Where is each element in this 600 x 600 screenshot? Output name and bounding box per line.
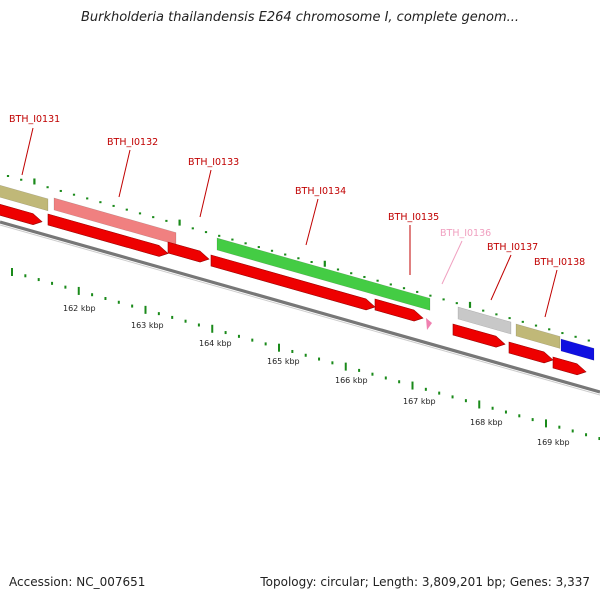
gene-leader-line — [544, 269, 558, 318]
gene-leader-line — [118, 149, 131, 198]
feature-bar — [53, 197, 177, 245]
gene-label: BTH_I0137 — [487, 242, 538, 253]
gene-label-track: BTH_I0131 BTH_I0132 BTH_I0133 BTH_I0134 BTH_… — [9, 114, 585, 318]
kbp-label: 164 kbp — [199, 339, 232, 348]
gene-leader-line — [490, 254, 512, 301]
cds-arrow — [374, 298, 424, 322]
gene-label: BTH_I0136 — [440, 228, 491, 239]
outer-tick-row — [6, 175, 590, 342]
gene-label: BTH_I0132 — [107, 137, 158, 148]
gene-leader-line — [21, 127, 34, 176]
feature-marker — [426, 318, 432, 330]
kbp-label: 162 kbp — [63, 304, 96, 313]
kbp-label: 165 kbp — [267, 357, 300, 366]
feature-bar — [0, 182, 49, 212]
gene-leader-line — [199, 169, 212, 218]
kbp-label-row: 162 kbp 163 kbp 164 kbp 165 kbp 166 kbp 167 k… — [63, 304, 570, 447]
cds-track — [0, 201, 587, 376]
cds-arrow — [210, 254, 376, 311]
cds-arrow — [167, 241, 210, 263]
kbp-label: 169 kbp — [537, 438, 570, 447]
summary-text: Topology: circular; Length: 3,809,201 bp… — [260, 575, 590, 589]
gene-label: BTH_I0133 — [188, 157, 239, 168]
feature-bar — [560, 338, 595, 361]
gene-leader-line — [441, 240, 463, 285]
feature-bar — [515, 323, 561, 349]
kbp-label: 168 kbp — [470, 418, 503, 427]
cds-arrow — [508, 341, 554, 364]
inner-tick-row — [11, 268, 600, 441]
gene-label: BTH_I0131 — [9, 114, 60, 125]
backbone — [0, 220, 600, 396]
cds-arrow — [0, 201, 43, 225]
cds-arrow — [552, 356, 587, 376]
map-title: Burkholderia thailandensis E264 chromoso… — [80, 10, 520, 25]
feature-track — [0, 182, 595, 361]
gene-label: BTH_I0134 — [295, 186, 346, 197]
feature-bar — [457, 306, 512, 335]
cds-arrow — [452, 323, 506, 348]
gene-label: BTH_I0138 — [534, 257, 585, 268]
accession-text: Accession: NC_007651 — [9, 575, 146, 589]
feature-bar — [216, 237, 431, 311]
gene-leader-line — [305, 198, 319, 246]
cds-arrow — [47, 213, 169, 257]
kbp-label: 166 kbp — [335, 376, 368, 385]
gene-label: BTH_I0135 — [388, 212, 439, 223]
kbp-label: 163 kbp — [131, 321, 164, 330]
kbp-label: 167 kbp — [403, 397, 436, 406]
